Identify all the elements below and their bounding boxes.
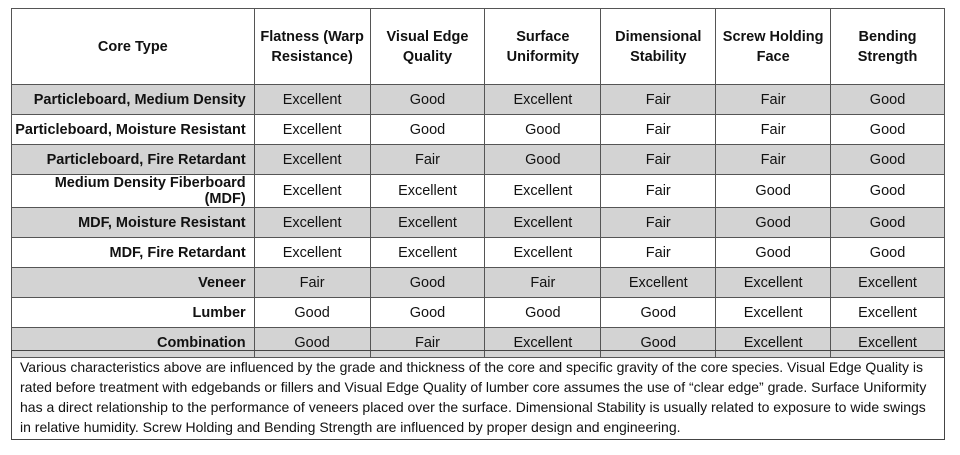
row-label: Medium Density Fiberboard (MDF) — [11, 174, 255, 208]
rating-cell: Excellent — [715, 297, 832, 328]
rating-cell: Good — [369, 267, 486, 298]
rating-cell: Excellent — [600, 267, 717, 298]
rating-cell: Excellent — [484, 207, 602, 238]
row-label: Veneer — [11, 267, 255, 298]
table-row: Particleboard, Fire Retardant Excellent Fa… — [11, 144, 945, 175]
rating-cell: Excellent — [830, 267, 945, 298]
header-row: Core Type Flatness (Warp Resistance) Vis… — [11, 8, 945, 85]
rating-cell: Excellent — [253, 237, 371, 268]
rating-cell: Excellent — [253, 207, 371, 238]
footnote: Various characteristics above are influe… — [11, 350, 945, 440]
table-row: MDF, Fire Retardant Excellent Excellent Exc… — [11, 237, 945, 268]
rating-cell: Fair — [715, 144, 832, 175]
rating-cell: Good — [830, 114, 945, 145]
rating-cell: Good — [369, 84, 486, 115]
header-flatness: Flatness (Warp Resistance) — [253, 8, 371, 85]
rating-cell: Good — [253, 327, 371, 358]
row-label: Lumber — [11, 297, 255, 328]
rating-cell: Good — [830, 174, 945, 208]
rating-cell: Excellent — [484, 174, 602, 208]
rating-cell: Excellent — [253, 144, 371, 175]
table-row: Lumber Good Good Good Good Excellent Excellent — [11, 297, 945, 328]
row-label: Combination — [11, 327, 255, 358]
row-label: MDF, Fire Retardant — [11, 237, 255, 268]
rating-cell: Good — [484, 144, 602, 175]
table-row: Veneer Fair Good Fair Excellent Excellent Exce… — [11, 267, 945, 298]
rating-cell: Good — [830, 207, 945, 238]
row-label: MDF, Moisture Resistant — [11, 207, 255, 238]
rating-cell: Fair — [600, 207, 717, 238]
header-core-type: Core Type — [11, 8, 255, 85]
rating-cell: Excellent — [830, 297, 945, 328]
header-visual-edge-quality: Visual Edge Quality — [369, 8, 486, 85]
rating-cell: Excellent — [369, 237, 486, 268]
header-bending-strength: Bending Strength — [830, 8, 945, 85]
rating-cell: Fair — [369, 144, 486, 175]
rating-cell: Excellent — [830, 327, 945, 358]
rating-cell: Fair — [369, 327, 486, 358]
rating-cell: Good — [369, 114, 486, 145]
rating-cell: Excellent — [253, 84, 371, 115]
rating-cell: Excellent — [369, 174, 486, 208]
rating-cell: Fair — [600, 84, 717, 115]
table-row: Medium Density Fiberboard (MDF) Excellent… — [11, 174, 945, 208]
table-row: Particleboard, Medium Density Excellent Go… — [11, 84, 945, 115]
table-row: Combination Good Fair Excellent Good Excellen… — [11, 327, 945, 358]
rating-cell: Good — [830, 144, 945, 175]
rating-cell: Fair — [600, 174, 717, 208]
rating-cell: Excellent — [369, 207, 486, 238]
rating-cell: Fair — [715, 114, 832, 145]
rating-cell: Fair — [600, 237, 717, 268]
header-screw-holding-face: Screw Holding Face — [715, 8, 832, 85]
rating-cell: Excellent — [484, 84, 602, 115]
table-row: MDF, Moisture Resistant Excellent Excellen… — [11, 207, 945, 238]
rating-cell: Excellent — [253, 114, 371, 145]
rating-cell: Excellent — [715, 327, 832, 358]
rating-cell: Good — [484, 114, 602, 145]
rating-cell: Good — [830, 84, 945, 115]
rating-cell: Good — [600, 297, 717, 328]
rating-cell: Excellent — [484, 237, 602, 268]
rating-cell: Excellent — [715, 267, 832, 298]
rating-cell: Fair — [253, 267, 371, 298]
rating-cell: Excellent — [484, 327, 602, 358]
table-row: Particleboard, Moisture Resistant Excelle… — [11, 114, 945, 145]
row-label: Particleboard, Moisture Resistant — [11, 114, 255, 145]
rating-cell: Good — [369, 297, 486, 328]
table-body: Particleboard, Medium Density Excellent Go… — [11, 84, 945, 358]
row-label: Particleboard, Fire Retardant — [11, 144, 255, 175]
rating-cell: Good — [715, 237, 832, 268]
rating-cell: Good — [715, 174, 832, 208]
rating-cell: Good — [830, 237, 945, 268]
rating-cell: Fair — [600, 144, 717, 175]
header-dimensional-stability: Dimensional Stability — [600, 8, 717, 85]
core-properties-table: Core Type Flatness (Warp Resistance) Vis… — [11, 8, 945, 358]
rating-cell: Fair — [715, 84, 832, 115]
rating-cell: Excellent — [253, 174, 371, 208]
rating-cell: Good — [253, 297, 371, 328]
rating-cell: Fair — [484, 267, 602, 298]
header-surface-uniformity: Surface Uniformity — [484, 8, 602, 85]
rating-cell: Good — [600, 327, 717, 358]
row-label: Particleboard, Medium Density — [11, 84, 255, 115]
rating-cell: Good — [715, 207, 832, 238]
rating-cell: Fair — [600, 114, 717, 145]
rating-cell: Good — [484, 297, 602, 328]
